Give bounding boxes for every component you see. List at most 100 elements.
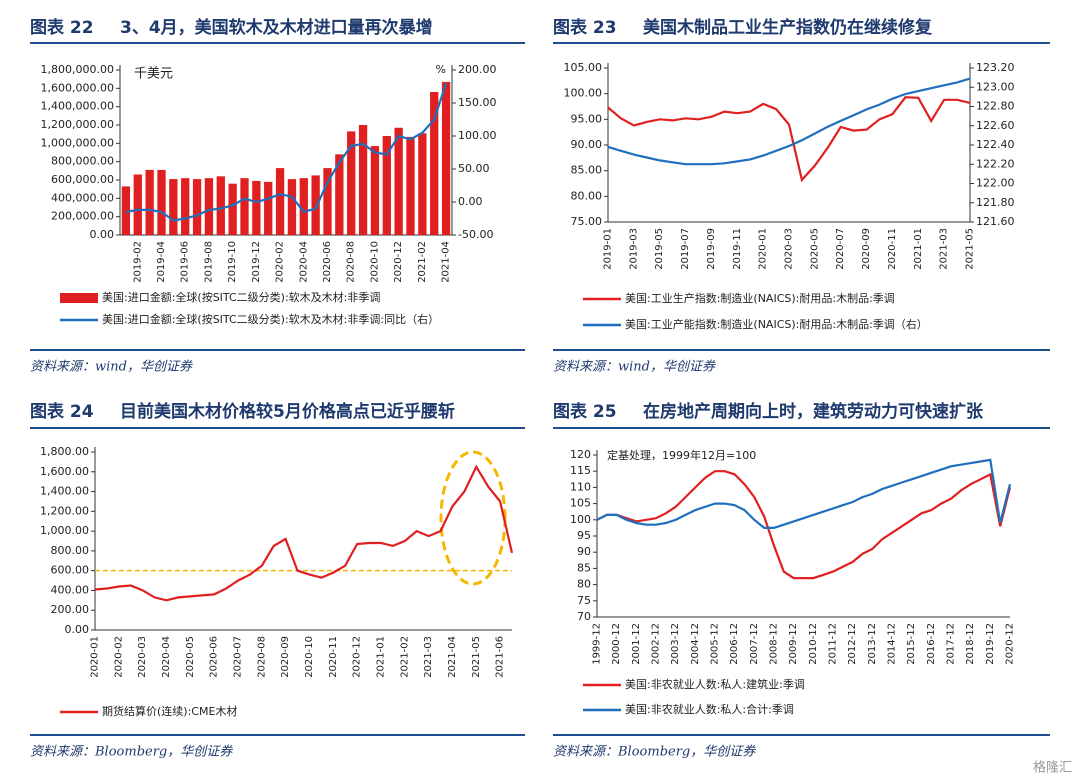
x-tick-label: 2020-10 (369, 241, 380, 283)
series-line (94, 464, 514, 602)
bar (192, 179, 202, 235)
x-tick-label: 2021-03 (423, 636, 434, 678)
y-tick-label: 85 (577, 561, 591, 574)
x-tick-label: 2020-04 (161, 636, 172, 678)
x-tick-label: 2019-06 (180, 241, 191, 283)
figure-label: 图表 25 (553, 401, 617, 422)
x-tick-label: 2009-12 (788, 623, 799, 665)
bar (311, 175, 320, 235)
x-tick-label: 2012-12 (847, 623, 858, 665)
x-tick-label: 2000-12 (611, 623, 622, 665)
y2-tick-label: 122.20 (976, 157, 1015, 170)
legend-label: 美国:工业生产指数:制造业(NAICS):耐用品:木制品:季调 (625, 291, 895, 305)
y-tick-label: 600.00 (51, 564, 90, 577)
figure-label: 图表 24 (30, 401, 94, 422)
y-unit: 千美元 (134, 67, 173, 82)
y-tick-label: 1,200,000.00 (41, 118, 114, 131)
x-tick-label: 2020-04 (298, 241, 309, 283)
y-tick-label: 600,000.00 (51, 173, 114, 186)
y-tick-label: 105.00 (564, 61, 603, 74)
x-tick-label: 2020-01 (758, 228, 769, 270)
y2-tick-label: -50.00 (458, 228, 493, 241)
bar (181, 178, 190, 235)
x-tick-label: 2020-10 (304, 636, 315, 678)
figure-label: 图表 23 (553, 17, 617, 38)
bar (169, 179, 178, 235)
x-tick-label: 2021-04 (441, 241, 452, 283)
x-tick-label: 2020-12 (1005, 623, 1016, 665)
x-tick-label: 2021-03 (939, 228, 950, 270)
y-tick-label: 200,000.00 (51, 210, 114, 223)
y-tick-label: 115 (570, 464, 591, 477)
x-tick-label: 2020-03 (137, 636, 148, 678)
series-line (596, 470, 1012, 580)
x-tick-label: 2021-02 (399, 636, 410, 678)
x-tick-label: 2020-09 (861, 228, 872, 270)
y-tick-label: 75.00 (571, 215, 603, 228)
y2-tick-label: 123.20 (976, 61, 1015, 74)
subtitle: 定基处理，1999年12月=100 (607, 448, 756, 462)
y2-tick-label: 200.00 (458, 63, 497, 76)
y-tick-label: 100.00 (564, 87, 603, 100)
x-tick-label: 2021-06 (495, 636, 506, 678)
y-tick-label: 1,600,000.00 (41, 81, 114, 94)
x-tick-label: 2020-02 (275, 241, 286, 283)
legend-label: 美国:进口金额:全球(按SITC二级分类):软木及木材:非季调:同比（右） (102, 312, 439, 326)
source: 资料来源：wind，华创证券 (30, 360, 193, 375)
y-tick-label: 400.00 (51, 583, 90, 596)
x-tick-label: 2017-12 (946, 623, 957, 665)
y-tick-label: 1,000.00 (40, 524, 89, 537)
x-tick-label: 2021-05 (471, 636, 482, 678)
x-tick-label: 2020-03 (784, 228, 795, 270)
bar (121, 186, 131, 235)
y-tick-label: 800,000.00 (51, 155, 114, 168)
x-tick-label: 2020-02 (113, 636, 124, 678)
y2-tick-label: 123.00 (976, 80, 1015, 93)
bar (275, 168, 285, 235)
bar (228, 183, 237, 235)
y2-tick-label: 122.80 (976, 100, 1015, 113)
bar (347, 131, 356, 235)
x-tick-label: 2015-12 (906, 623, 917, 665)
x-tick-label: 2020-07 (232, 636, 243, 678)
watermark: 格隆汇 (1033, 760, 1072, 776)
y-tick-label: 1,400.00 (40, 485, 89, 498)
figure-title: 在房地产周期向上时，建筑劳动力可快速扩张 (643, 401, 984, 422)
x-tick-label: 2014-12 (887, 623, 898, 665)
x-tick-label: 2019-11 (732, 228, 743, 270)
bar (240, 178, 249, 235)
y-tick-label: 95 (577, 529, 591, 542)
y2-tick-label: 121.80 (976, 196, 1015, 209)
x-tick-label: 2020-12 (352, 636, 363, 678)
bar (441, 81, 451, 236)
x-tick-label: 2020-08 (346, 241, 357, 283)
x-tick-label: 2019-04 (156, 241, 167, 283)
x-tick-label: 2021-04 (447, 636, 458, 678)
y2-tick-label: 100.00 (458, 129, 497, 142)
bar (264, 181, 273, 235)
x-tick-label: 2019-02 (132, 241, 143, 283)
bar (406, 136, 415, 235)
x-tick-label: 2013-12 (867, 623, 878, 665)
y-tick-label: 110 (570, 480, 591, 493)
x-tick-label: 2011-12 (828, 623, 839, 665)
bar (299, 178, 308, 235)
y-tick-label: 200.00 (51, 603, 90, 616)
y2-tick-label: 122.60 (976, 119, 1015, 132)
series-line (596, 458, 1012, 529)
bar (204, 178, 214, 235)
x-tick-label: 2020-01 (90, 636, 101, 678)
x-tick-label: 2019-07 (680, 228, 691, 270)
legend-label: 美国:工业产能指数:制造业(NAICS):耐用品:木制品:季调（右） (625, 317, 928, 331)
x-tick-label: 2008-12 (769, 623, 780, 665)
y-tick-label: 75 (577, 594, 591, 607)
x-tick-label: 2020-05 (809, 228, 820, 270)
y-tick-label: 90.00 (571, 138, 603, 151)
legend-label: 美国:非农就业人数:私人:建筑业:季调 (625, 677, 805, 691)
y-tick-label: 1,800.00 (40, 445, 89, 458)
bar (358, 125, 368, 235)
source: 资料来源：Bloomberg，华创证券 (553, 745, 756, 760)
y-tick-label: 90 (577, 545, 591, 558)
x-tick-label: 2020-08 (256, 636, 267, 678)
